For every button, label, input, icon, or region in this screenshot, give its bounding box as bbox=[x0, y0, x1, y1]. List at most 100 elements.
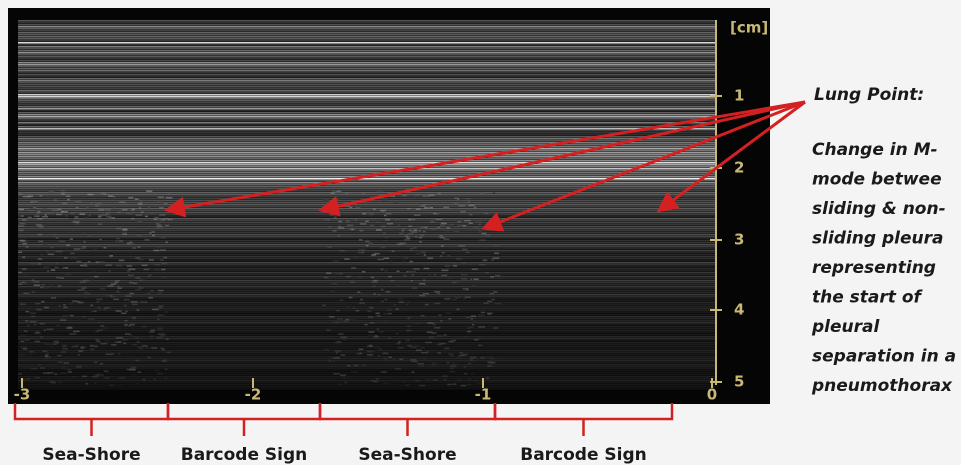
echo-line bbox=[18, 86, 715, 88]
echo-line bbox=[18, 134, 715, 136]
echo-line bbox=[18, 154, 715, 156]
echo-line bbox=[18, 166, 715, 168]
echo-line bbox=[18, 130, 715, 132]
time-label: 0 bbox=[707, 386, 717, 404]
arrow bbox=[481, 100, 806, 232]
echo-line bbox=[18, 48, 715, 50]
annotation-line: the start of bbox=[812, 288, 924, 308]
echo-line bbox=[18, 112, 715, 114]
depth-label: 3 bbox=[734, 231, 744, 249]
echo-line bbox=[18, 170, 715, 172]
echo-line bbox=[18, 62, 715, 64]
bracket bbox=[318, 403, 497, 436]
echo-line bbox=[18, 110, 715, 112]
echo-line bbox=[18, 88, 715, 90]
echo-line bbox=[18, 156, 715, 158]
echo-line bbox=[18, 46, 715, 48]
echo-line bbox=[18, 164, 715, 166]
echo-line bbox=[18, 52, 715, 54]
echo-line bbox=[18, 104, 715, 106]
bracket bbox=[166, 403, 322, 436]
annotation-line: mode betwee bbox=[812, 170, 942, 190]
echo-line bbox=[18, 22, 715, 24]
echo-line bbox=[18, 152, 715, 154]
bracket bbox=[493, 403, 674, 436]
echo-line bbox=[18, 56, 715, 58]
echo-line bbox=[18, 20, 715, 22]
depth-attenuation bbox=[18, 180, 715, 390]
segment-label: Barcode Sign bbox=[520, 445, 647, 465]
echo-line bbox=[18, 120, 715, 122]
echo-line bbox=[18, 162, 715, 164]
echo-line bbox=[18, 70, 715, 72]
annotation-title: Lung Point: bbox=[814, 85, 924, 105]
echo-line bbox=[18, 64, 715, 66]
echo-line bbox=[18, 118, 715, 120]
annotation-line: representing bbox=[812, 258, 936, 278]
time-label: -3 bbox=[14, 386, 31, 404]
echo-line bbox=[18, 28, 715, 30]
arrows bbox=[163, 100, 806, 232]
echo-line bbox=[18, 26, 715, 28]
echo-line bbox=[18, 98, 715, 100]
echo-line bbox=[18, 50, 715, 52]
echo-line bbox=[18, 122, 715, 124]
depth-label: 5 bbox=[734, 373, 744, 391]
annotation-line: pneumothorax bbox=[811, 376, 953, 396]
depth-label: 1 bbox=[734, 87, 744, 105]
annotation-line: sliding & non- bbox=[812, 199, 946, 219]
echo-line bbox=[18, 80, 715, 82]
echo-line bbox=[18, 150, 715, 152]
bracket bbox=[13, 403, 170, 436]
echo-line bbox=[18, 172, 715, 174]
segment-label: Barcode Sign bbox=[181, 445, 308, 465]
echo-line bbox=[18, 54, 715, 56]
annotation-line: Change in M- bbox=[812, 140, 938, 160]
echo-line bbox=[18, 100, 715, 102]
echo-line bbox=[18, 72, 715, 74]
echo-line bbox=[18, 108, 715, 110]
echo-line bbox=[18, 138, 715, 140]
echo-line bbox=[18, 146, 715, 148]
echo-line bbox=[18, 168, 715, 170]
echo-line bbox=[18, 34, 715, 36]
echo-line bbox=[18, 24, 715, 26]
echo-line bbox=[18, 136, 715, 138]
echo-line bbox=[18, 114, 715, 116]
echo-line bbox=[18, 60, 715, 62]
echo-line bbox=[18, 94, 715, 96]
echo-line bbox=[18, 30, 715, 32]
arrow bbox=[317, 100, 806, 217]
depth-label: 2 bbox=[734, 159, 744, 177]
echo-line bbox=[18, 78, 715, 80]
echo-line bbox=[18, 116, 715, 118]
echo-line bbox=[18, 126, 715, 128]
echo-line bbox=[18, 102, 715, 104]
echo-line bbox=[18, 148, 715, 150]
echo-line bbox=[18, 132, 715, 134]
axes: 1 2 3 4 5 -3 -2 -1 0 bbox=[14, 87, 745, 404]
arrow bbox=[656, 100, 806, 213]
depth-label: 4 bbox=[734, 301, 744, 319]
echo-line bbox=[18, 96, 715, 98]
echo-line bbox=[18, 178, 715, 180]
echo-line bbox=[18, 158, 715, 160]
echo-line bbox=[18, 144, 715, 146]
echo-line bbox=[18, 76, 715, 78]
echo-line bbox=[18, 40, 715, 42]
arrow bbox=[163, 100, 806, 218]
echo-line bbox=[18, 124, 715, 126]
echo-line bbox=[18, 106, 715, 108]
echo-line bbox=[18, 174, 715, 176]
annotation-line: sliding pleura bbox=[812, 229, 943, 249]
segment-label: Sea-Shore bbox=[358, 445, 456, 465]
echo-line bbox=[18, 84, 715, 86]
segment-label: Sea-Shore bbox=[42, 445, 140, 465]
echo-line bbox=[18, 66, 715, 68]
echo-line bbox=[18, 160, 715, 162]
echo-line bbox=[18, 68, 715, 70]
time-label: -2 bbox=[245, 386, 262, 404]
echo-line bbox=[18, 140, 715, 142]
annotation-text: Change in M-mode betwee sliding & non-sli… bbox=[811, 140, 956, 396]
